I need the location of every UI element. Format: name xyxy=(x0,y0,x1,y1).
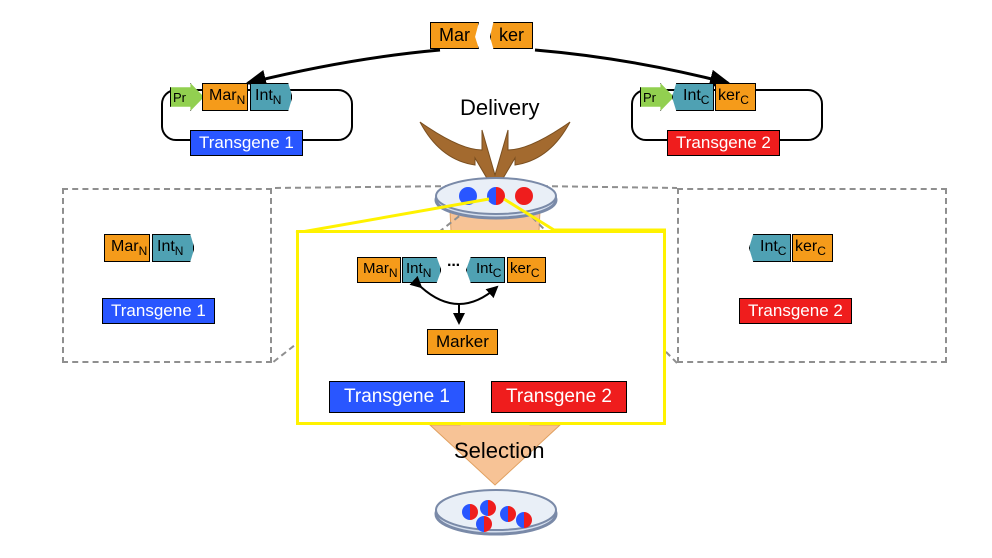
dish-bottom xyxy=(432,486,560,541)
kerc-center: kerC xyxy=(507,257,546,283)
splice-arrows xyxy=(389,281,529,326)
transgene2-center: Transgene 2 xyxy=(491,381,627,413)
intc-center: IntC xyxy=(466,257,505,283)
dots-center: ··· xyxy=(447,257,460,275)
panel-center: MarN IntN ··· IntC kerC Marker Transgene… xyxy=(296,230,666,425)
intn-center: IntN xyxy=(402,257,441,283)
marn-center: MarN xyxy=(357,257,401,283)
transgene1-center: Transgene 1 xyxy=(329,381,465,413)
marker-center: Marker xyxy=(427,329,498,355)
selection-label: Selection xyxy=(454,438,545,464)
